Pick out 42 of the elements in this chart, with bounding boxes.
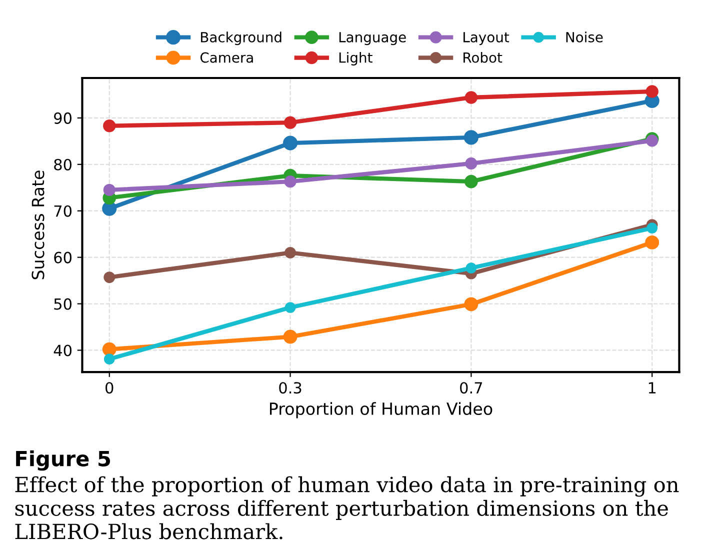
legend-label: Layout — [464, 32, 510, 46]
point — [283, 330, 298, 344]
x-tick-label: 1 — [648, 382, 656, 394]
legend-label: Noise — [566, 32, 603, 42]
y-tick-label: 50 — [54, 298, 72, 310]
point — [646, 85, 658, 98]
y-tick-label: 60 — [54, 252, 72, 264]
point — [284, 246, 296, 258]
text: Effect of the proportion of human video data in pre-training on success rates across different perturbation dimensions on the LIBERO-Plus benchmark. — [15, 476, 679, 540]
point — [102, 342, 116, 356]
legend-label: Robot — [464, 52, 502, 63]
point — [645, 235, 660, 250]
point — [464, 130, 478, 145]
x-tick-label: 0 — [106, 382, 114, 394]
x-tick-label: 0.7 — [460, 382, 482, 394]
y-axis-title: Success Rate — [32, 170, 44, 280]
x-tick-label: 0.3 — [279, 382, 302, 394]
point — [284, 176, 296, 188]
x-axis-title: Proportion of Human Video — [270, 402, 492, 418]
point — [103, 184, 116, 196]
point — [104, 354, 115, 364]
point — [282, 136, 298, 150]
point — [104, 272, 116, 284]
legend-label: Background — [201, 32, 282, 46]
legend-label: Language — [339, 32, 406, 46]
point — [466, 262, 477, 274]
point — [284, 302, 296, 313]
y-tick-label: 90 — [54, 112, 72, 124]
y-tick-label: 70 — [54, 205, 72, 217]
point — [284, 116, 297, 129]
y-tick-label: 40 — [54, 344, 72, 356]
caption: Figure 5 — [16, 450, 110, 471]
point — [646, 222, 658, 234]
point — [464, 91, 478, 104]
point — [465, 157, 478, 170]
point — [646, 134, 658, 147]
point — [464, 174, 478, 188]
y-tick-label: 80 — [54, 158, 72, 170]
point — [464, 297, 478, 312]
legend-label: Camera — [200, 52, 253, 63]
legend-label: Light — [339, 52, 372, 66]
point — [103, 119, 116, 132]
